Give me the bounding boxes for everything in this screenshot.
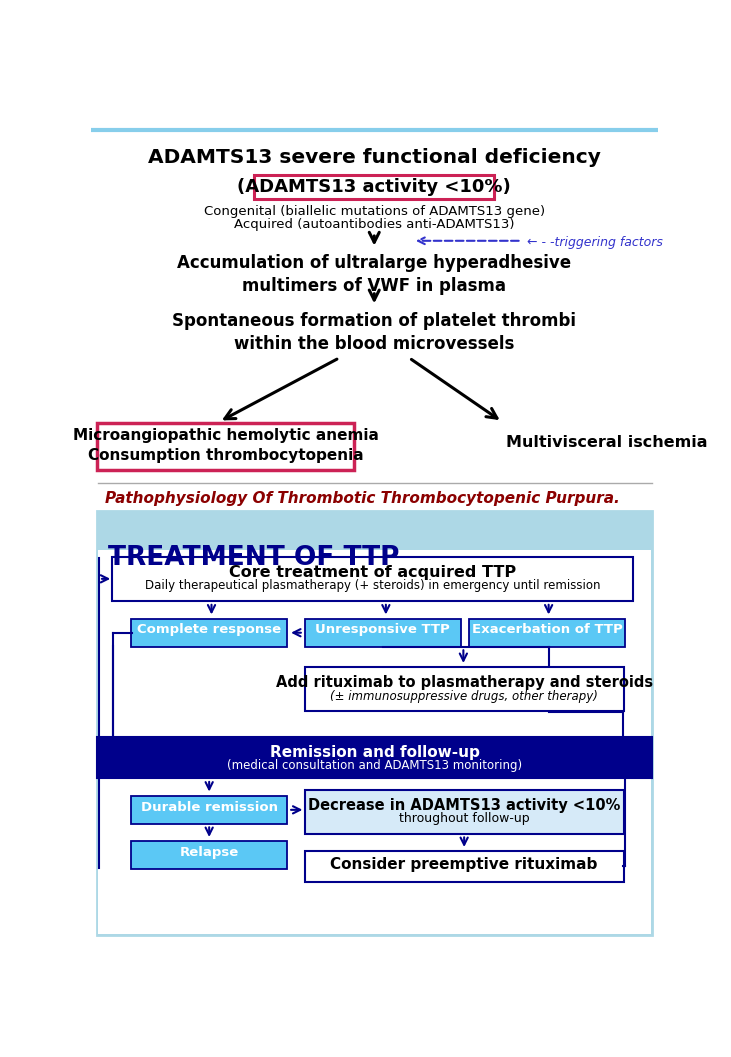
Text: Decrease in ADAMTS13 activity <10%: Decrease in ADAMTS13 activity <10%	[308, 798, 621, 813]
FancyBboxPatch shape	[254, 174, 494, 199]
FancyBboxPatch shape	[96, 423, 354, 470]
FancyBboxPatch shape	[113, 557, 633, 601]
Text: TREATMENT OF TTP: TREATMENT OF TTP	[108, 545, 400, 571]
Text: (ADAMTS13 activity <10%): (ADAMTS13 activity <10%)	[238, 179, 511, 197]
Text: Relapse: Relapse	[180, 846, 239, 859]
FancyBboxPatch shape	[96, 737, 653, 778]
Text: Daily therapeutical plasmatherapy (+ steroids) in emergency until remission: Daily therapeutical plasmatherapy (+ ste…	[145, 579, 600, 592]
FancyBboxPatch shape	[96, 512, 653, 935]
Text: ← - -triggering factors: ← - -triggering factors	[527, 236, 663, 249]
Text: Microangiopathic hemolytic anemia
Consumption thrombocytopenia: Microangiopathic hemolytic anemia Consum…	[72, 428, 379, 463]
FancyBboxPatch shape	[469, 618, 625, 647]
Text: Congenital (biallelic mutations of ADAMTS13 gene): Congenital (biallelic mutations of ADAMT…	[204, 205, 545, 219]
FancyBboxPatch shape	[131, 796, 287, 823]
Text: Consider preemptive rituximab: Consider preemptive rituximab	[330, 857, 598, 872]
Text: ADAMTS13 severe functional deficiency: ADAMTS13 severe functional deficiency	[148, 148, 601, 167]
Text: Complete response: Complete response	[137, 624, 281, 636]
FancyBboxPatch shape	[131, 841, 287, 869]
FancyBboxPatch shape	[305, 851, 624, 883]
FancyBboxPatch shape	[96, 512, 653, 550]
Text: Unresponsive TTP: Unresponsive TTP	[315, 624, 450, 636]
Text: Remission and follow-up: Remission and follow-up	[270, 745, 480, 760]
FancyBboxPatch shape	[99, 548, 651, 933]
Text: (± immunosuppressive drugs, other therapy): (± immunosuppressive drugs, other therap…	[330, 690, 598, 703]
FancyBboxPatch shape	[305, 790, 624, 834]
Text: (medical consultation and ADAMTS13 monitoring): (medical consultation and ADAMTS13 monit…	[227, 759, 522, 772]
Text: Acquired (autoantibodies anti-ADAMTS13): Acquired (autoantibodies anti-ADAMTS13)	[234, 219, 515, 231]
Text: Exacerbation of TTP: Exacerbation of TTP	[471, 624, 623, 636]
Text: Pathophysiology Of Thrombotic Thrombocytopenic Purpura.: Pathophysiology Of Thrombotic Thrombocyt…	[105, 492, 620, 506]
Text: Spontaneous formation of platelet thrombi
within the blood microvessels: Spontaneous formation of platelet thromb…	[173, 312, 576, 353]
FancyBboxPatch shape	[305, 667, 624, 711]
Text: Accumulation of ultralarge hyperadhesive
multimers of VWF in plasma: Accumulation of ultralarge hyperadhesive…	[177, 254, 572, 296]
Text: Add rituximab to plasmatherapy and steroids: Add rituximab to plasmatherapy and stero…	[276, 675, 653, 690]
Text: Core treatment of acquired TTP: Core treatment of acquired TTP	[229, 565, 516, 580]
FancyBboxPatch shape	[305, 618, 461, 647]
Text: Durable remission: Durable remission	[140, 800, 278, 814]
Text: throughout follow-up: throughout follow-up	[399, 812, 529, 826]
FancyBboxPatch shape	[131, 618, 287, 647]
Text: Multivisceral ischemia: Multivisceral ischemia	[506, 435, 708, 450]
